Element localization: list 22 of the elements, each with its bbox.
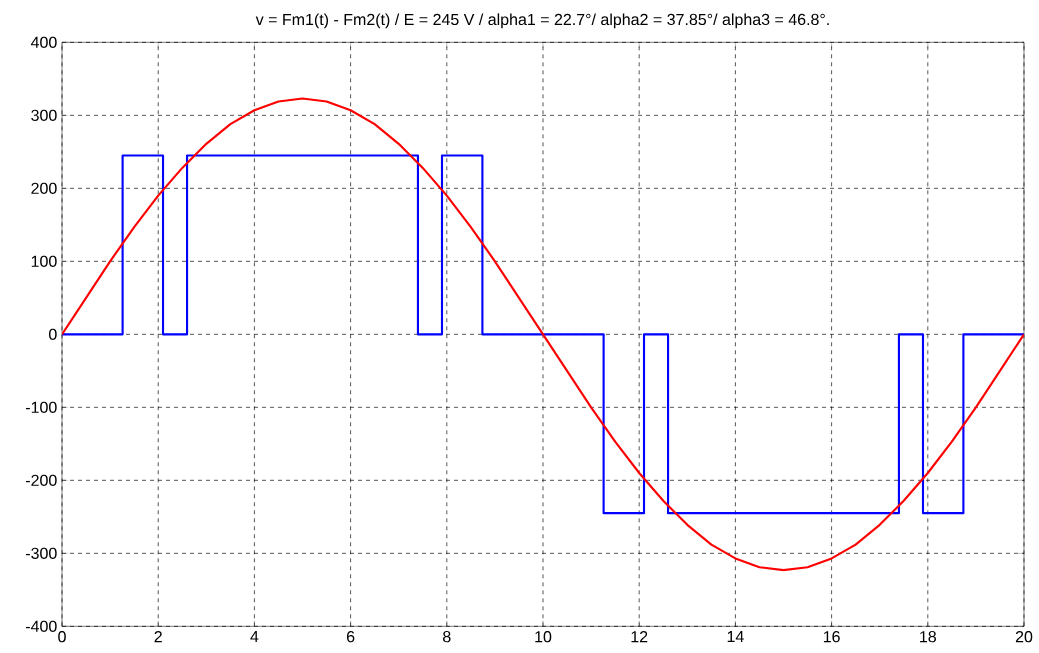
x-tick-label: 14 (727, 631, 744, 643)
x-tick-label: 20 (1015, 631, 1033, 643)
x-tick-label: 4 (250, 631, 259, 643)
y-tick-label: 400 (30, 36, 57, 48)
x-tick-label: 10 (535, 631, 552, 643)
y-tick-label: -300 (25, 547, 57, 559)
chart-title: v = Fm1(t) - Fm2(t) / E = 245 V / alpha1 = 22.7°/ alpha2 = 37.85°/ alpha3 = 46.8°. (255, 13, 829, 29)
y-tick-label: -400 (25, 620, 57, 632)
x-tick-label: 16 (823, 631, 840, 643)
x-tick-label: 0 (58, 631, 66, 643)
y-tick-label: 300 (31, 109, 57, 121)
y-tick-label: 100 (31, 255, 57, 267)
x-tick-label: 18 (920, 631, 936, 643)
y-tick-label: -100 (25, 401, 57, 413)
y-tick-label: 200 (31, 182, 57, 194)
x-tick-label: 2 (154, 631, 162, 643)
y-tick-label: 0 (49, 328, 57, 340)
x-tick-label: 8 (443, 631, 451, 643)
x-tick-label: 6 (346, 631, 355, 643)
line-series (62, 97, 1024, 572)
y-tick-label: -200 (25, 474, 57, 486)
x-tick-label: 12 (631, 631, 648, 643)
